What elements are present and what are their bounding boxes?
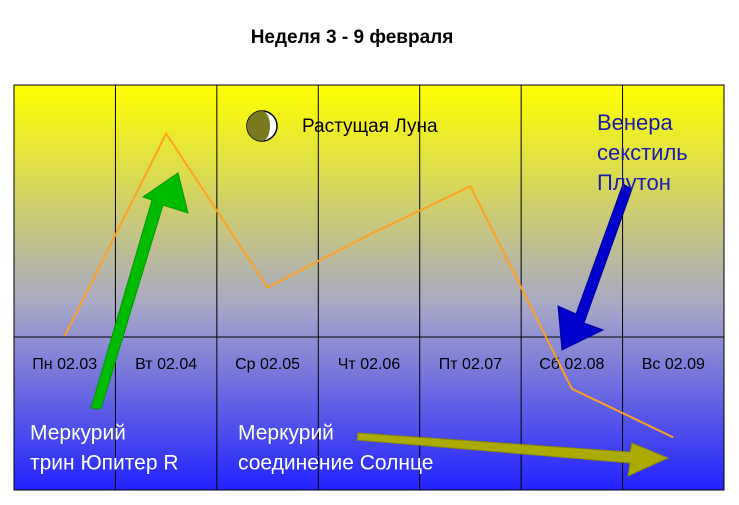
arrow-green (90, 172, 189, 410)
x-tick-label: Вс 02.09 (642, 356, 705, 373)
x-tick-label: Пт 02.07 (439, 356, 502, 373)
annotations: Растущая Луна Венера секстиль Плутон Меркури… (30, 110, 688, 475)
moon-icon (246, 110, 278, 142)
x-tick-label: Ср 02.05 (235, 356, 300, 373)
annotation: секстиль (597, 140, 688, 165)
x-labels: Пн 02.03 Вт 02.04 Ср 02.05 Чт 02.06 Пт 02.07… (32, 356, 705, 373)
arrow-olive (356, 432, 670, 477)
x-tick-label: Чт 02.06 (338, 356, 401, 373)
chart-title: Неделя 3 - 9 февраля (251, 27, 454, 48)
x-tick-label: Вт 02.04 (135, 356, 197, 373)
annotation: трин Юпитер R (30, 452, 179, 475)
annotation: Растущая Луна (302, 116, 438, 137)
x-tick-label: Сб 02.08 (539, 356, 604, 373)
annotation: Плутон (597, 170, 671, 195)
annotation: Меркурий (238, 422, 334, 445)
x-tick-label: Пн 02.03 (32, 356, 97, 373)
annotation: Меркурий (30, 422, 126, 445)
line (63, 131, 674, 439)
arrow-blue (557, 183, 633, 351)
annotation: соединение Солнце (238, 452, 433, 475)
annotation: Венера (597, 110, 674, 135)
